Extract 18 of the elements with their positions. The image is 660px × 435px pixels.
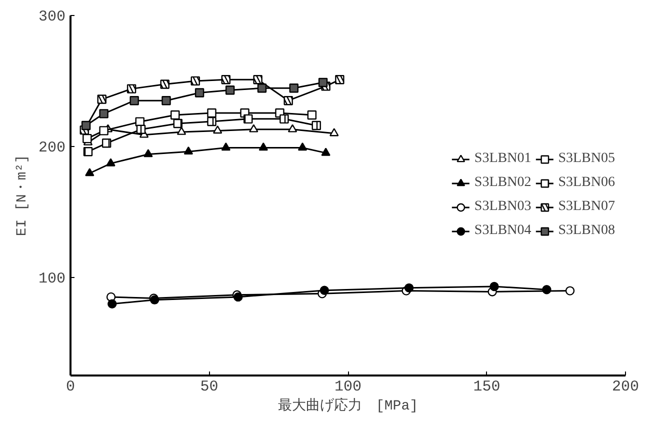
legend-label: S3LBN07: [558, 199, 615, 215]
y-tick-label: 100: [38, 270, 66, 288]
y-tick-label: 300: [38, 8, 66, 26]
legend-label: S3LBN02: [474, 175, 532, 191]
x-tick-label: 200: [612, 378, 640, 396]
legend-label: S3LBN08: [558, 223, 615, 239]
legend-label: S3LBN06: [558, 175, 615, 191]
legend-label: S3LBN03: [474, 199, 532, 215]
legend-label: S3LBN01: [474, 151, 532, 167]
y-axis-title: EI [N・m²]: [14, 154, 30, 236]
legend-label: S3LBN04: [474, 223, 532, 239]
x-tick-label: 100: [334, 378, 362, 396]
x-tick-label: 0: [66, 378, 76, 396]
x-tick-label: 50: [200, 378, 218, 396]
x-axis-title: 最大曲げ応力 [MPa]: [278, 398, 418, 414]
y-tick-label: 200: [38, 139, 66, 156]
x-tick-label: 150: [473, 378, 500, 396]
legend-label: S3LBN05: [558, 151, 615, 167]
